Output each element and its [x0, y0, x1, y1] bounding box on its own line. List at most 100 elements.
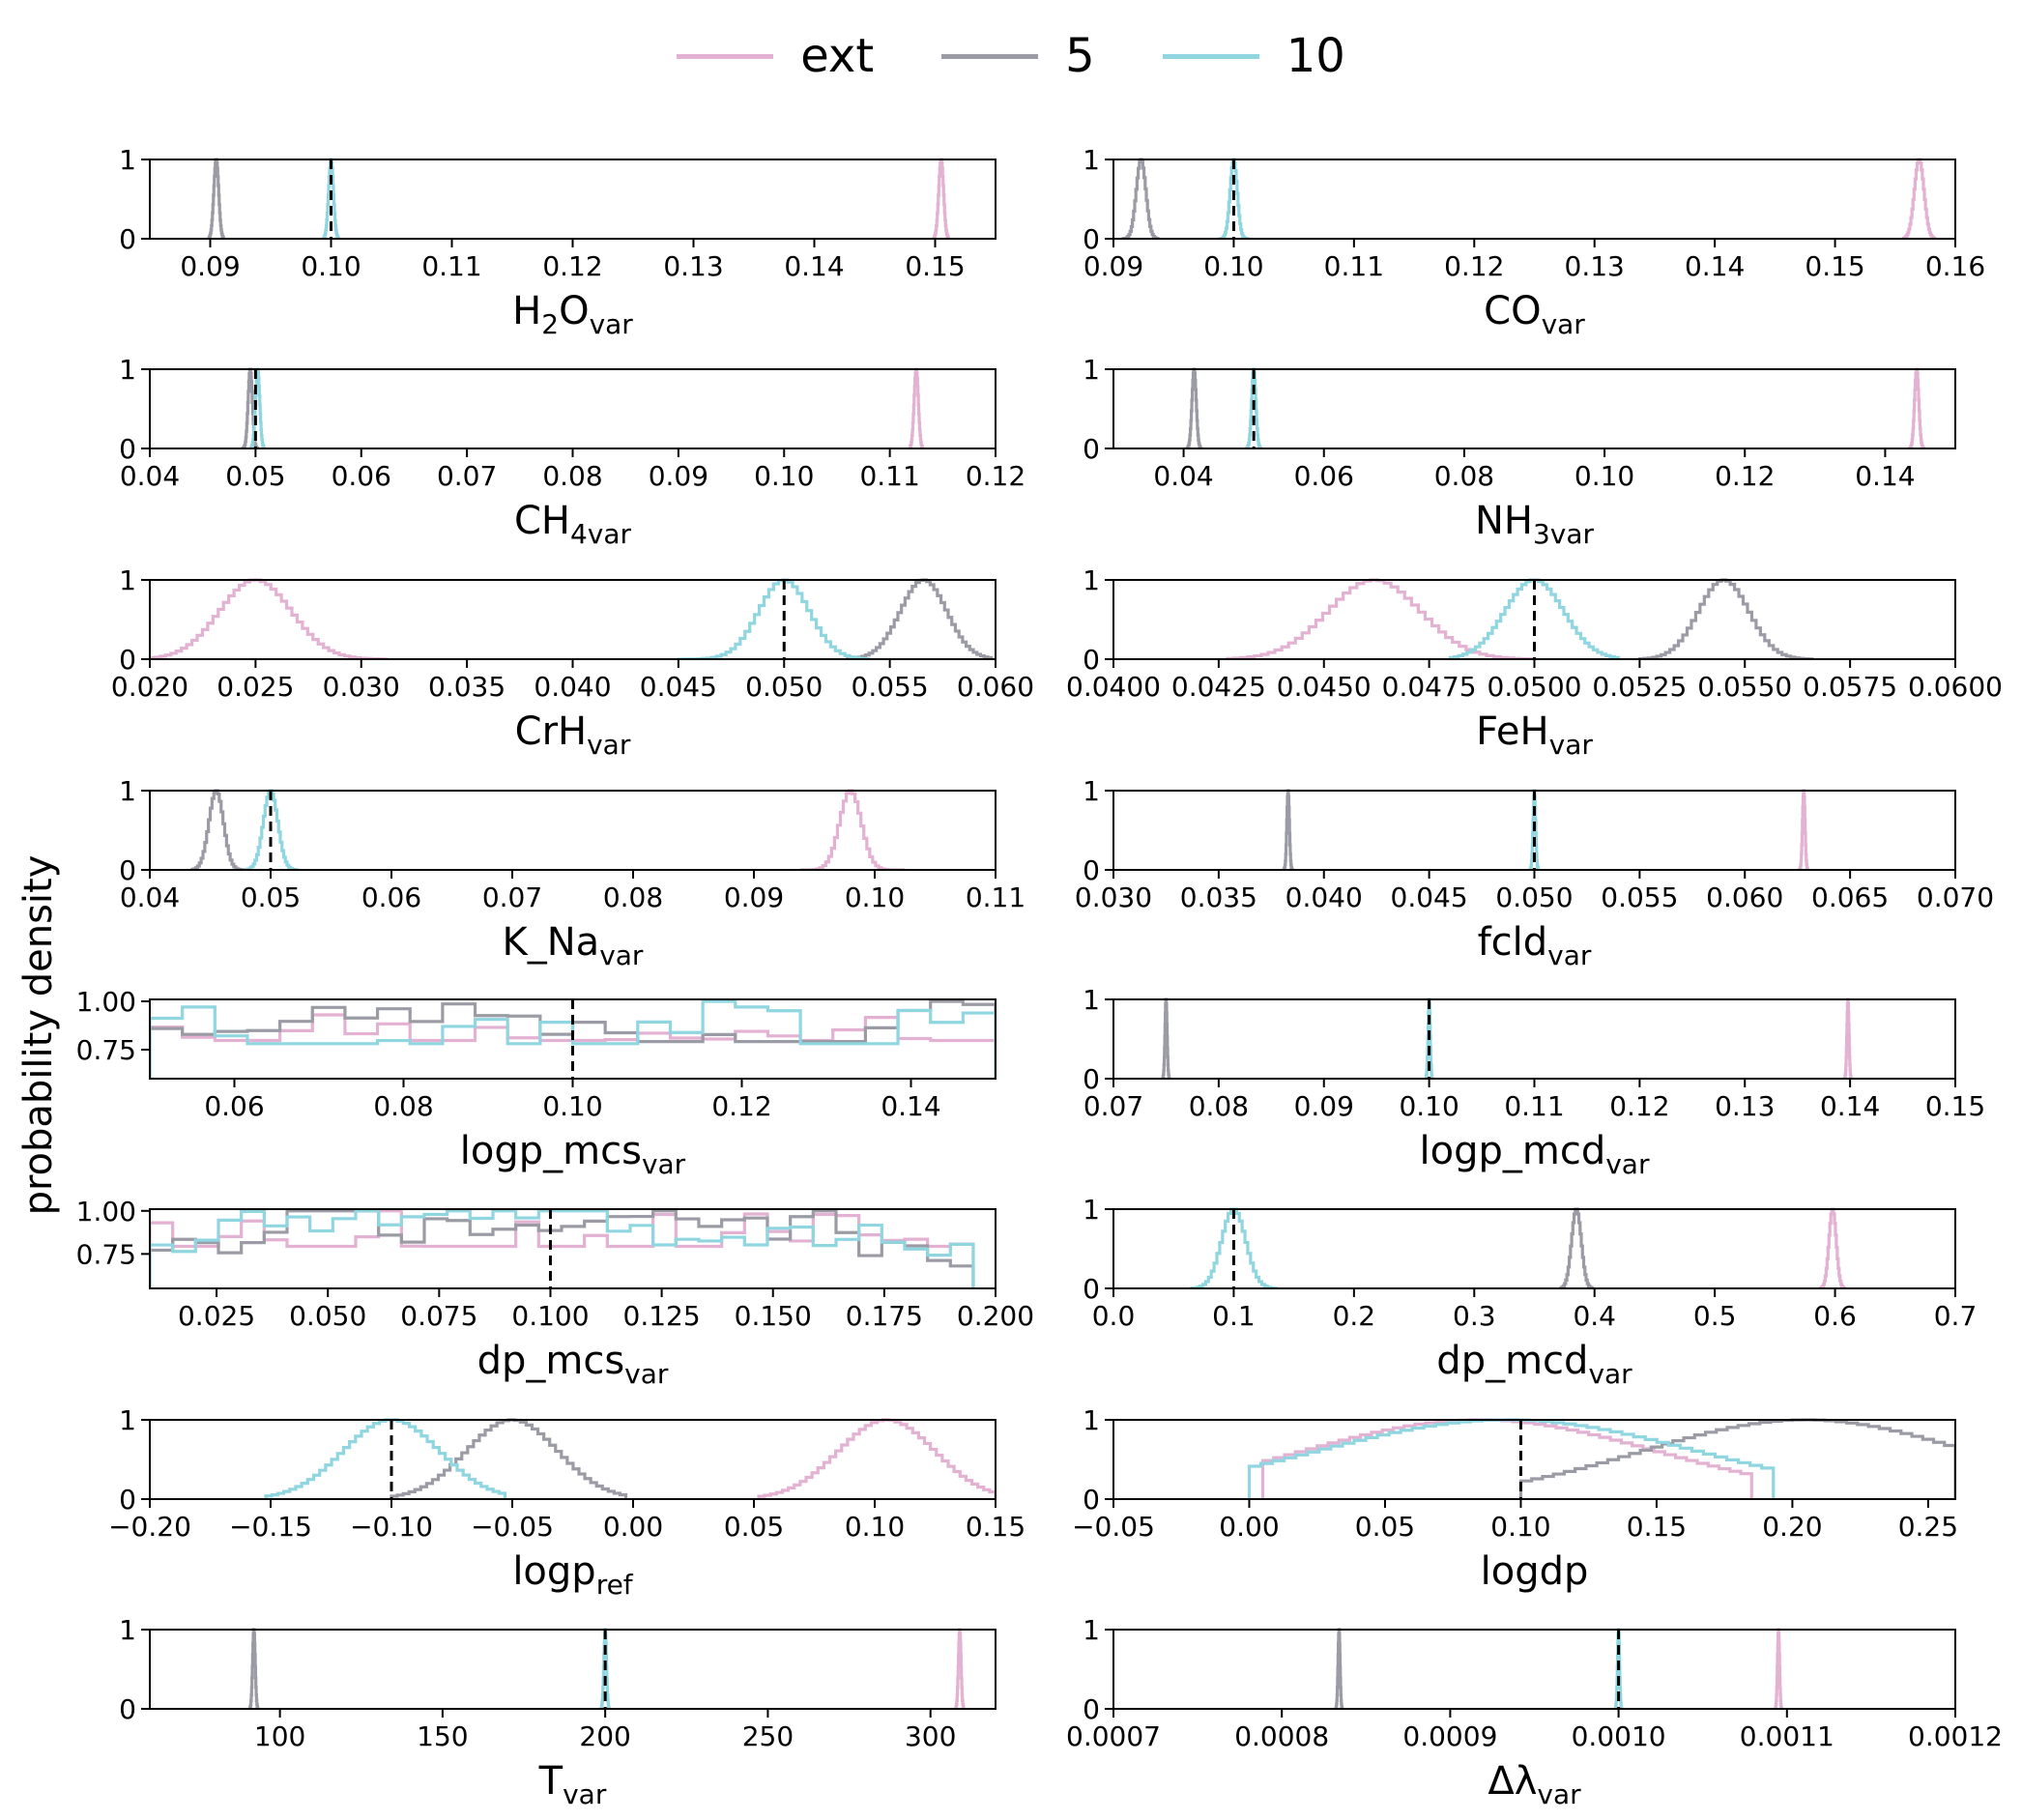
subplot-3: 0.04 0.05 0.06 0.07 0.08 0.09 0.10 0.11 0.12 0 1 CH…: [119, 354, 1025, 550]
subplot-9: 0.06 0.08 0.10 0.12 0.14 0.75 1.00 logp_mcsvar: [76, 986, 997, 1180]
x-tick-label: 0.09: [1294, 1090, 1354, 1122]
y-tick-label: 1: [119, 775, 136, 807]
x-tick-label: 0.025: [217, 671, 294, 703]
x-tick-label: 0.070: [1917, 881, 1994, 913]
subplot-8: 0.030 0.035 0.040 0.045 0.050 0.055 0.060 0.065…: [1075, 775, 1994, 971]
x-tick-label: 0.10: [845, 1511, 905, 1543]
y-tick-label: 0: [119, 644, 136, 676]
x-tick-label: 0.055: [852, 671, 929, 703]
x-tick-label: 300: [905, 1720, 956, 1752]
y-tick-label: 0: [119, 1693, 136, 1725]
x-tick-label: 0.14: [1685, 250, 1745, 282]
axes-frame: [149, 1629, 997, 1710]
x-tick-label: 0.14: [1820, 1090, 1880, 1122]
x-axis-label-sub: var: [1542, 308, 1586, 340]
x-tick-label: 0.15: [966, 1511, 1025, 1543]
y-tick-label: 1: [1083, 1404, 1100, 1436]
x-tick-label: 0.05: [241, 881, 301, 913]
x-tick-label: 0.06: [1294, 460, 1354, 492]
legend: ext 5 10: [0, 17, 2022, 95]
subplot-13: −0.20 −0.15 −0.10 −0.05 0.00 0.05 0.10 0.15 0 1 lo…: [108, 1404, 1025, 1601]
x-tick-label: 0.035: [428, 671, 506, 703]
y-tick-label: 1: [1083, 144, 1100, 176]
series-ext: [1798, 789, 1810, 870]
x-axis-label: logp_mcsvar: [460, 1129, 686, 1180]
y-tick-label: 0: [119, 1484, 136, 1516]
y-tick-label: 1: [1083, 564, 1100, 596]
series-ext: [908, 367, 925, 448]
y-tick-label: 0: [1083, 223, 1100, 255]
x-axis-label-base: logp_mcd: [1420, 1129, 1606, 1173]
y-tick-label: 0: [1083, 854, 1100, 886]
x-axis-label-base: dp_mcs: [477, 1339, 625, 1383]
x-axis-label-base: logdp: [1481, 1549, 1589, 1594]
x-axis-label: CrHvar: [515, 709, 631, 761]
x-axis-label-base: T: [538, 1759, 563, 1804]
x-tick-label: 0.07: [437, 460, 497, 492]
y-tick-label: 0: [1083, 644, 1100, 676]
x-axis-label: COvar: [1484, 289, 1585, 340]
x-tick-label: 0.07: [482, 881, 542, 913]
x-tick-label: 0.08: [373, 1090, 433, 1122]
subplot-16: 0.0007 0.0008 0.0009 0.0010 0.0011 0.0012 0 1 Δλ…: [1066, 1614, 2003, 1810]
y-tick-label: 0: [1083, 1273, 1100, 1305]
series-5: [150, 1209, 975, 1288]
legend-line-10: [1162, 53, 1259, 59]
x-axis-label-sub: var: [642, 1148, 686, 1180]
x-tick-label: 0.030: [1075, 881, 1152, 913]
x-axis-label-sub: var: [563, 1778, 607, 1810]
x-tick-label: 0.10: [845, 881, 905, 913]
x-axis-label-sub: var: [1605, 1148, 1650, 1180]
x-axis-label: dp_mcsvar: [477, 1339, 669, 1390]
x-axis-label-base: FeH: [1476, 709, 1549, 754]
x-tick-label: 0.075: [400, 1300, 477, 1332]
x-tick-label: 0.05: [724, 1511, 784, 1543]
x-tick-label: 0.09: [724, 881, 784, 913]
subplot-14: −0.05 0.00 0.05 0.10 0.15 0.20 0.25 0 1 logdp: [1072, 1404, 1958, 1594]
x-tick-label: 0.0425: [1171, 671, 1266, 703]
x-axis-label-sub: var: [1537, 1778, 1581, 1810]
y-tick-label: 0.75: [76, 1034, 136, 1066]
legend-label-5: 5: [1065, 29, 1095, 83]
series-ext: [932, 158, 950, 239]
x-axis-label-sub: ref: [596, 1569, 634, 1601]
x-tick-label: 0.0008: [1234, 1720, 1329, 1752]
x-tick-label: 0.150: [735, 1300, 812, 1332]
legend-label-ext: ext: [800, 29, 875, 83]
x-axis-label-sub: var: [1588, 1358, 1632, 1390]
y-tick-label: 1: [119, 564, 136, 596]
subplot-6: 0.0400 0.0425 0.0450 0.0475 0.0500 0.0525 0.05…: [1066, 564, 2003, 761]
subplot-12: 0.0 0.1 0.2 0.3 0.4 0.5 0.6 0.7 0 1 dp_mcdvar: [1083, 1194, 1977, 1390]
y-tick-label: 0: [119, 223, 136, 255]
y-tick-label: 1: [119, 1614, 136, 1646]
x-tick-label: 0.12: [1715, 460, 1775, 492]
x-tick-label: 0.00: [603, 1511, 663, 1543]
x-tick-label: 0.12: [966, 460, 1025, 492]
x-axis-label-base: dp_mcd: [1436, 1339, 1588, 1383]
y-tick-label: 0.75: [76, 1238, 136, 1270]
x-tick-label: 0.0009: [1402, 1720, 1497, 1752]
x-axis-label-sub: var: [587, 729, 631, 761]
series-ext: [1901, 158, 1937, 239]
x-tick-label: 0.08: [603, 881, 663, 913]
x-tick-label: 0.11: [966, 881, 1025, 913]
x-tick-label: 200: [579, 1720, 630, 1752]
subplot-4: 0.04 0.06 0.08 0.10 0.12 0.14 0 1 NH3var: [1083, 354, 1956, 550]
x-tick-label: 0.050: [745, 671, 823, 703]
x-tick-label: 0.12: [1444, 250, 1504, 282]
x-axis-label-base: O: [559, 289, 589, 333]
x-tick-label: 0.15: [1805, 250, 1864, 282]
series-5: [846, 578, 994, 659]
subplot-5: 0.020 0.025 0.030 0.035 0.040 0.045 0.050 0.055…: [111, 564, 1034, 761]
x-tick-label: 0.10: [1203, 250, 1263, 282]
x-tick-label: 0.10: [754, 460, 814, 492]
x-tick-label: 0.0007: [1066, 1720, 1161, 1752]
series-5: [1637, 578, 1814, 659]
x-tick-label: 0.09: [649, 460, 708, 492]
x-tick-label: 0.0010: [1572, 1720, 1666, 1752]
x-tick-label: 0.125: [623, 1300, 701, 1332]
x-tick-label: 0.065: [1811, 881, 1889, 913]
x-axis-label: K_Navar: [503, 920, 644, 971]
y-tick-label: 1: [119, 144, 136, 176]
